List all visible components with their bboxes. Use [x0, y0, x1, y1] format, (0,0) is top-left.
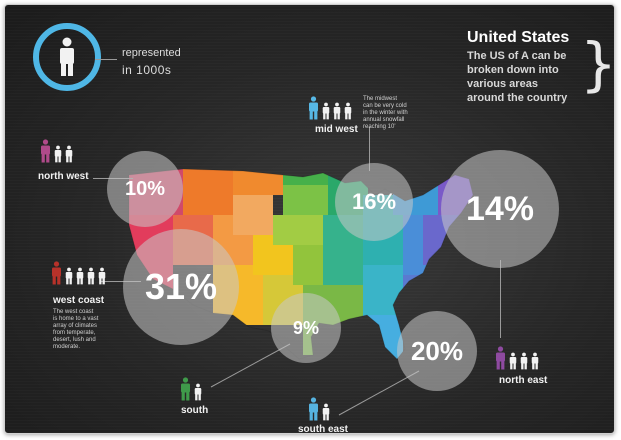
south-percent: 9%: [292, 317, 319, 338]
person-icon: [309, 96, 318, 120]
mid-west-people: [308, 96, 352, 120]
person-icon: [87, 267, 95, 285]
page-subtitle: The US of A can be broken down into vari…: [467, 49, 582, 105]
page-title: United States: [467, 29, 570, 46]
south-percent-bubble: 9%: [271, 293, 341, 363]
north-west-percent: 10%: [124, 177, 166, 200]
person-icon: [52, 261, 61, 285]
person-icon: [181, 377, 190, 401]
person-icon: [333, 102, 341, 120]
west-coast-label: west coast: [53, 295, 105, 306]
south-east-people: [308, 397, 330, 421]
south-label: south: [181, 405, 209, 416]
legend-connector-line: [95, 59, 117, 60]
west-coast-percent: 31%: [144, 266, 218, 307]
subtitle-line: broken down into: [467, 64, 559, 76]
west-coast-percent-bubble: 31%: [123, 229, 239, 345]
person-icon: [520, 352, 528, 370]
person-icon: [76, 267, 84, 285]
legend-label: represented: [122, 47, 181, 59]
subtitle-line: The US of A can be: [467, 50, 567, 62]
north-west-label: north west: [38, 171, 89, 182]
west-coast-people: [51, 261, 106, 285]
subtitle-line: around the country: [467, 92, 568, 104]
person-icon: [322, 102, 330, 120]
person-icon: [65, 145, 73, 163]
legend-person-icon: [60, 37, 74, 76]
north-east-percent: 14%: [465, 189, 535, 228]
north-east-percent-bubble: 14%: [441, 150, 559, 268]
mid-west-description: The midwest can be very cold in the wint…: [363, 96, 408, 130]
north-west-percent-bubble: 10%: [107, 151, 183, 227]
right-brace-icon: }: [580, 30, 615, 98]
person-icon: [65, 267, 73, 285]
person-icon: [41, 139, 50, 163]
person-icon: [309, 397, 318, 421]
legend-value: in 1000s: [122, 63, 172, 77]
south-connector: [210, 343, 291, 388]
north-east-label: north east: [499, 375, 548, 386]
person-icon: [531, 352, 539, 370]
north-east-people: [495, 346, 539, 370]
west-coast-description: The west coast is home to a vast array o…: [53, 309, 99, 350]
person-icon: [322, 403, 330, 421]
person-icon: [98, 267, 106, 285]
south-east-connector: [338, 370, 420, 416]
subtitle-line: various areas: [467, 78, 538, 90]
mid-west-connector: [369, 127, 370, 171]
mid-west-percent-bubble: 16%: [335, 163, 413, 241]
north-east-connector: [500, 260, 501, 338]
west-coast-connector: [101, 281, 141, 282]
south-people: [180, 377, 202, 401]
infographic-frame: represented in 1000s United States The U…: [4, 4, 615, 434]
north-west-people: [40, 139, 73, 163]
person-icon: [509, 352, 517, 370]
person-icon: [194, 383, 202, 401]
person-icon: [54, 145, 62, 163]
south-east-percent: 20%: [410, 335, 464, 366]
south-east-label: south east: [298, 424, 349, 434]
mid-west-percent: 16%: [351, 189, 397, 214]
legend-ring-icon: [33, 23, 101, 91]
person-icon: [496, 346, 505, 370]
mid-west-label: mid west: [315, 124, 358, 135]
south-east-percent-bubble: 20%: [397, 311, 477, 391]
person-icon: [344, 102, 352, 120]
